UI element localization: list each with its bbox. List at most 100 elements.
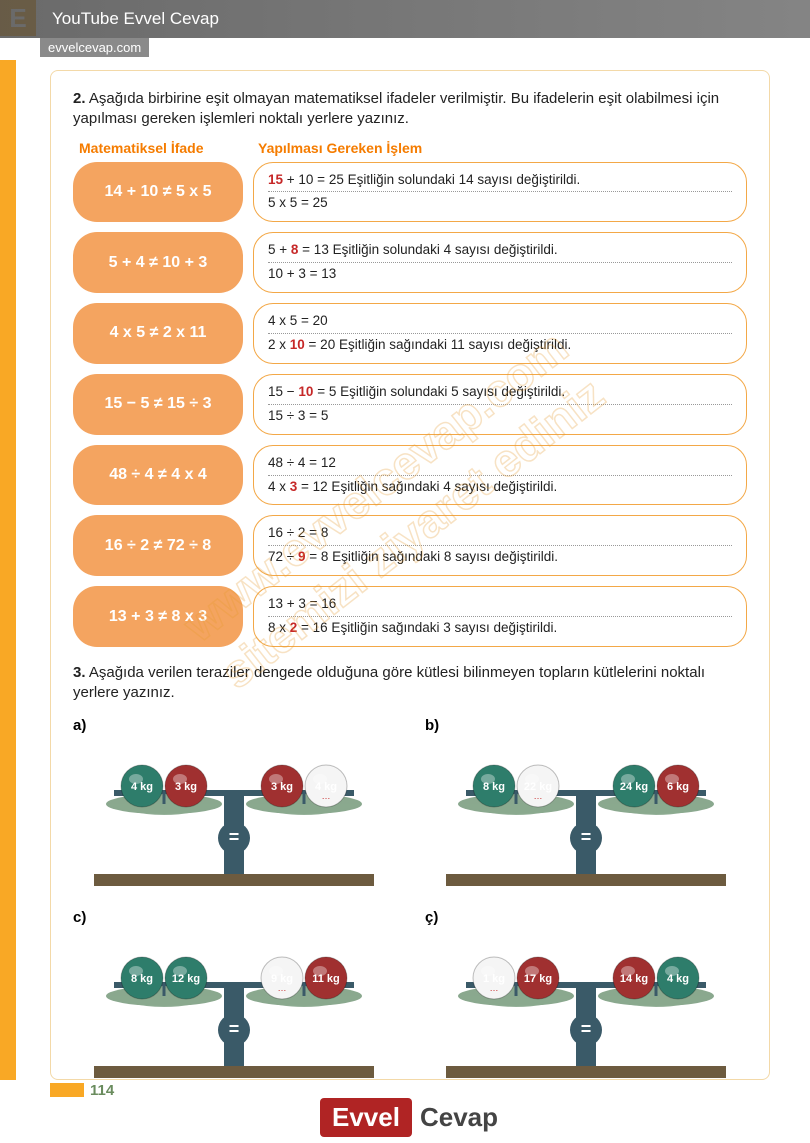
page-number-bar (50, 1083, 84, 1097)
scale-base (94, 874, 374, 886)
footer-cevap: Cevap (420, 1102, 498, 1133)
expression-pill: 14 + 10 ≠ 5 x 5 (73, 162, 243, 223)
top-banner: YouTube Evvel Cevap (0, 0, 810, 38)
expression-rows: 14 + 10 ≠ 5 x 5 15 + 10 = 25 Eşitliğin so… (73, 162, 747, 647)
answer-box: 4 x 5 = 202 x 10 = 20 Eşitliğin sağındak… (253, 303, 747, 364)
answer-line: 16 ÷ 2 = 8 (268, 522, 732, 546)
equals-icon: = (581, 827, 592, 847)
scale-pan-bowl (598, 996, 714, 1007)
answer-box: 16 ÷ 2 = 872 ÷ 9 = 8 Eşitliğin sağındaki… (253, 515, 747, 576)
ball-weight-label: 17 kg (524, 973, 552, 985)
scale-cell: b)= 8 kg22 kg…24 kg6 kg (425, 717, 747, 893)
expression-pill: 5 + 4 ≠ 10 + 3 (73, 232, 243, 293)
ball-weight-label: 24 kg (620, 781, 648, 793)
balance-scale: = 4 kg3 kg3 kg4 kg… (73, 738, 395, 888)
scale-base (446, 1066, 726, 1078)
scale-pan-bowl (106, 996, 222, 1007)
expression-row: 14 + 10 ≠ 5 x 5 15 + 10 = 25 Eşitliğin so… (73, 162, 747, 223)
answer-line: 4 x 3 = 12 Eşitliğin sağındaki 4 sayısı … (268, 476, 732, 499)
footer-evvel: Evvel (320, 1098, 412, 1137)
scales-grid: a)= 4 kg3 kg3 kg4 kg…b)= 8 kg22 kg…24 kg… (73, 717, 747, 1085)
answer-box: 48 ÷ 4 = 124 x 3 = 12 Eşitliğin sağındak… (253, 445, 747, 506)
scale-base (94, 1066, 374, 1078)
ball-weight-label: 3 kg (271, 781, 293, 793)
answer-line: 15 + 10 = 25 Eşitliğin solundaki 14 sayı… (268, 169, 732, 193)
page-number: 114 (90, 1082, 114, 1099)
answer-line: 48 ÷ 4 = 12 (268, 452, 732, 476)
answer-line: 72 ÷ 9 = 8 Eşitliğin sağındaki 8 sayısı … (268, 546, 732, 569)
ball-weight-label: 3 kg (175, 781, 197, 793)
expression-row: 15 − 5 ≠ 15 ÷ 3 15 − 10 = 5 Eşitliğin sol… (73, 374, 747, 435)
q3-text: Aşağıda verilen teraziler dengede olduğu… (73, 664, 705, 701)
ball-weight-label: 4 kg (667, 973, 689, 985)
equals-icon: = (229, 1019, 240, 1039)
scale-base (446, 874, 726, 886)
equals-icon: = (229, 827, 240, 847)
col-header-right: Yapılması Gereken İşlem (258, 140, 747, 156)
expression-row: 48 ÷ 4 ≠ 4 x 448 ÷ 4 = 124 x 3 = 12 Eşit… (73, 445, 747, 506)
equals-icon: = (581, 1019, 592, 1039)
top-banner-sub: evvelcevap.com (40, 38, 149, 57)
balance-scale: = 1 kg…17 kg14 kg4 kg (425, 930, 747, 1080)
ball-answer-dots: … (490, 983, 499, 993)
scale-cell: a)= 4 kg3 kg3 kg4 kg… (73, 717, 395, 893)
answer-line: 10 + 3 = 13 (268, 263, 732, 286)
expression-row: 5 + 4 ≠ 10 + 3 5 + 8 = 13 Eşitliğin solun… (73, 232, 747, 293)
answer-box: 13 + 3 = 168 x 2 = 16 Eşitliğin sağındak… (253, 586, 747, 647)
scale-pan-bowl (458, 804, 574, 815)
ball-weight-label: 11 kg (312, 973, 340, 985)
scale-label: a) (73, 717, 395, 734)
ball-weight-label: 6 kg (667, 781, 689, 793)
answer-box: 15 + 10 = 25 Eşitliğin solundaki 14 sayı… (253, 162, 747, 223)
q3-prompt: 3. Aşağıda verilen teraziler dengede old… (73, 663, 747, 704)
scale-pan-bowl (246, 804, 362, 815)
scale-cell: ç)= 1 kg…17 kg14 kg4 kg (425, 909, 747, 1085)
q2-prompt: 2. Aşağıda birbirine eşit olmayan matema… (73, 89, 747, 130)
expression-pill: 48 ÷ 4 ≠ 4 x 4 (73, 445, 243, 506)
expression-pill: 16 ÷ 2 ≠ 72 ÷ 8 (73, 515, 243, 576)
scale-label: ç) (425, 909, 747, 926)
scale-pan-bowl (106, 804, 222, 815)
answer-line: 4 x 5 = 20 (268, 310, 732, 334)
q2-number: 2. (73, 90, 86, 107)
scale-cell: c)= 8 kg12 kg9 kg…11 kg (73, 909, 395, 1085)
ball-weight-label: 8 kg (131, 973, 153, 985)
scale-pan-bowl (598, 804, 714, 815)
ball-weight-label: 8 kg (483, 781, 505, 793)
columns-header: Matematiksel İfade Yapılması Gereken İşl… (73, 140, 747, 156)
top-banner-text: YouTube Evvel Cevap (52, 9, 219, 29)
expression-pill: 4 x 5 ≠ 2 x 11 (73, 303, 243, 364)
scale-pan-bowl (246, 996, 362, 1007)
expression-row: 4 x 5 ≠ 2 x 114 x 5 = 202 x 10 = 20 Eşit… (73, 303, 747, 364)
ball-weight-label: 12 kg (172, 973, 200, 985)
answer-line: 8 x 2 = 16 Eşitliğin sağındaki 3 sayısı … (268, 617, 732, 640)
expression-row: 16 ÷ 2 ≠ 72 ÷ 816 ÷ 2 = 872 ÷ 9 = 8 Eşit… (73, 515, 747, 576)
expression-pill: 15 − 5 ≠ 15 ÷ 3 (73, 374, 243, 435)
expression-row: 13 + 3 ≠ 8 x 313 + 3 = 168 x 2 = 16 Eşit… (73, 586, 747, 647)
ball-answer-dots: … (534, 791, 543, 801)
q2-text: Aşağıda birbirine eşit olmayan matematik… (73, 90, 719, 127)
col-header-left: Matematiksel İfade (73, 140, 258, 156)
scale-label: b) (425, 717, 747, 734)
balance-scale: = 8 kg12 kg9 kg…11 kg (73, 930, 395, 1080)
expression-pill: 13 + 3 ≠ 8 x 3 (73, 586, 243, 647)
ball-answer-dots: … (322, 791, 331, 801)
q3-number: 3. (73, 664, 86, 681)
answer-line: 13 + 3 = 16 (268, 593, 732, 617)
ball-answer-dots: … (278, 983, 287, 993)
answer-box: 5 + 8 = 13 Eşitliğin solundaki 4 sayısı … (253, 232, 747, 293)
answer-line: 15 − 10 = 5 Eşitliğin solundaki 5 sayısı… (268, 381, 732, 405)
balance-scale: = 8 kg22 kg…24 kg6 kg (425, 738, 747, 888)
answer-box: 15 − 10 = 5 Eşitliğin solundaki 5 sayısı… (253, 374, 747, 435)
scale-pan-bowl (458, 996, 574, 1007)
left-stripe (0, 60, 16, 1080)
answer-line: 5 x 5 = 25 (268, 192, 732, 215)
page-content: 2. Aşağıda birbirine eşit olmayan matema… (50, 70, 770, 1080)
answer-line: 15 ÷ 3 = 5 (268, 405, 732, 428)
answer-line: 5 + 8 = 13 Eşitliğin solundaki 4 sayısı … (268, 239, 732, 263)
ball-weight-label: 14 kg (620, 973, 648, 985)
answer-line: 2 x 10 = 20 Eşitliğin sağındaki 11 sayıs… (268, 334, 732, 357)
ball-weight-label: 4 kg (131, 781, 153, 793)
footer-logo: Evvel Cevap (320, 1098, 498, 1137)
scale-label: c) (73, 909, 395, 926)
